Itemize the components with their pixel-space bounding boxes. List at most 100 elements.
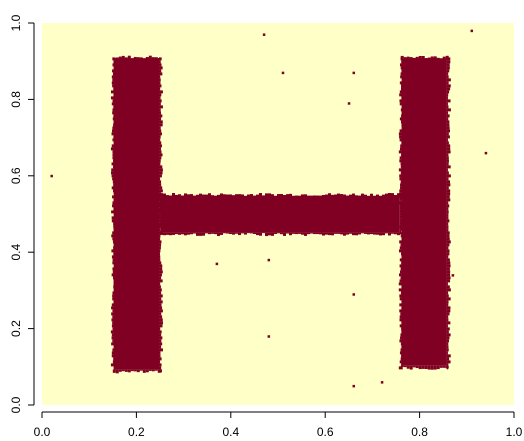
left-stem-edge-cell xyxy=(112,195,115,199)
crossbar-edge-cell xyxy=(250,232,253,234)
left-stem-edge-cell xyxy=(159,132,162,136)
left-stem-edge-cell xyxy=(113,357,115,361)
right-stem-edge-cell xyxy=(400,291,403,295)
left-stem-edge-cell xyxy=(113,141,115,145)
right-stem-edge-cell xyxy=(399,81,403,85)
right-stem-edge-cell xyxy=(421,365,425,369)
crossbar-edge-cell xyxy=(196,232,199,236)
right-stem-edge-cell xyxy=(400,234,403,238)
left-stem-edge-cell xyxy=(113,198,115,202)
crossbar-edge-cell xyxy=(292,195,295,197)
right-stem-edge-cell xyxy=(446,186,449,190)
right-stem-edge-cell xyxy=(400,213,403,217)
right-stem-edge-cell xyxy=(401,345,403,349)
left-stem-edge-cell xyxy=(111,333,115,337)
crossbar-edge-cell xyxy=(226,232,229,234)
left-stem-edge-cell xyxy=(111,144,115,148)
left-stem-edge-cell xyxy=(159,294,163,298)
right-stem-edge-cell xyxy=(446,195,450,199)
right-stem-edge-cell xyxy=(399,279,403,283)
left-stem-edge-cell xyxy=(159,138,161,142)
crossbar-edge-cell xyxy=(385,232,388,234)
right-stem-edge-cell xyxy=(430,56,434,60)
left-stem-edge-cell xyxy=(112,204,115,208)
right-stem-edge-cell xyxy=(399,264,403,268)
crossbar-edge-cell xyxy=(259,193,262,197)
right-stem-edge-cell xyxy=(446,192,451,196)
right-stem-edge-cell xyxy=(401,261,403,265)
right-stem-edge-cell xyxy=(401,96,403,100)
right-stem-edge-cell xyxy=(400,165,403,169)
right-stem-edge-cell xyxy=(415,56,419,60)
right-stem-edge-cell xyxy=(399,303,403,307)
crossbar-edge-cell xyxy=(199,232,202,236)
right-stem-cell xyxy=(401,58,447,366)
crossbar-edge-cell xyxy=(337,193,340,197)
left-stem-edge-cell xyxy=(113,60,115,64)
plot-area xyxy=(42,23,514,405)
left-stem-edge-cell xyxy=(159,342,163,346)
left-stem-edge-cell xyxy=(112,237,115,241)
crossbar-edge-cell xyxy=(169,232,172,236)
crossbar-edge-cell xyxy=(178,194,181,197)
left-stem-edge-cell xyxy=(159,240,162,244)
crossbar-edge-cell xyxy=(229,232,232,235)
right-stem-edge-cell xyxy=(398,249,403,253)
crossbar-edge-cell xyxy=(349,194,352,197)
right-stem-edge-cell xyxy=(400,66,403,70)
left-stem-edge-cell xyxy=(111,336,115,340)
right-stem-edge-cell xyxy=(446,228,449,232)
crossbar-edge-cell xyxy=(253,195,256,197)
left-stem-edge-cell xyxy=(159,147,161,151)
left-stem-edge-cell xyxy=(133,56,137,60)
right-stem-edge-cell xyxy=(446,288,451,292)
right-stem-edge-cell xyxy=(399,93,403,97)
crossbar-edge-cell xyxy=(158,209,162,213)
crossbar-edge-cell xyxy=(399,215,402,219)
crossbar-edge-cell xyxy=(346,232,349,235)
crossbar-edge-cell xyxy=(229,194,232,197)
left-stem-edge-cell xyxy=(159,186,163,190)
crossbar-edge-cell xyxy=(166,195,169,197)
crossbar-edge-cell xyxy=(399,218,402,222)
crossbar-edge-cell xyxy=(190,232,193,235)
crossbar-edge-cell xyxy=(340,194,343,197)
crossbar-edge-cell xyxy=(277,194,280,197)
left-stem-edge-cell xyxy=(130,58,134,60)
right-stem-edge-cell xyxy=(446,105,449,109)
right-stem-edge-cell xyxy=(401,60,403,64)
left-stem-edge-cell xyxy=(159,75,161,79)
left-stem-edge-cell xyxy=(159,213,161,217)
axes: 0.0 0.2 0.4 0.6 0.8 1.0 0.0 0.2 0.4 0.6 0.8 1.0 xyxy=(9,14,523,439)
left-stem-edge-cell xyxy=(112,261,115,265)
crossbar-edge-cell xyxy=(214,232,217,235)
crossbar-edge-cell xyxy=(265,193,268,197)
right-stem-edge-cell xyxy=(401,255,403,259)
crossbar-edge-cell xyxy=(367,195,370,197)
crossbar-edge-cell xyxy=(280,194,283,197)
crossbar-edge-cell xyxy=(346,195,349,197)
right-stem-edge-cell xyxy=(446,156,449,160)
right-stem-edge-cell xyxy=(446,126,450,130)
crossbar-edge-cell xyxy=(250,194,253,197)
right-stem-edge-cell xyxy=(446,153,449,157)
right-stem-edge-cell xyxy=(446,60,451,64)
right-stem-edge-cell xyxy=(446,363,449,367)
left-stem-edge-cell xyxy=(113,87,115,91)
left-stem-edge-cell xyxy=(133,369,137,372)
left-stem-edge-cell xyxy=(112,291,115,295)
crossbar-edge-cell xyxy=(160,218,162,222)
speckle-cell xyxy=(451,274,455,277)
left-stem-edge-cell xyxy=(159,150,162,154)
crossbar-edge-cell xyxy=(316,195,319,197)
left-stem-edge-cell xyxy=(112,294,115,298)
left-stem-edge-cell xyxy=(110,96,115,100)
right-stem-edge-cell xyxy=(418,55,422,60)
left-stem-edge-cell xyxy=(113,105,115,109)
left-stem-edge-cell xyxy=(159,267,163,271)
right-stem-edge-cell xyxy=(446,66,450,70)
crossbar-edge-cell xyxy=(394,232,397,235)
right-stem-edge-cell xyxy=(399,315,403,319)
right-stem-edge-cell xyxy=(401,69,403,73)
crossbar-edge-cell xyxy=(202,232,205,236)
